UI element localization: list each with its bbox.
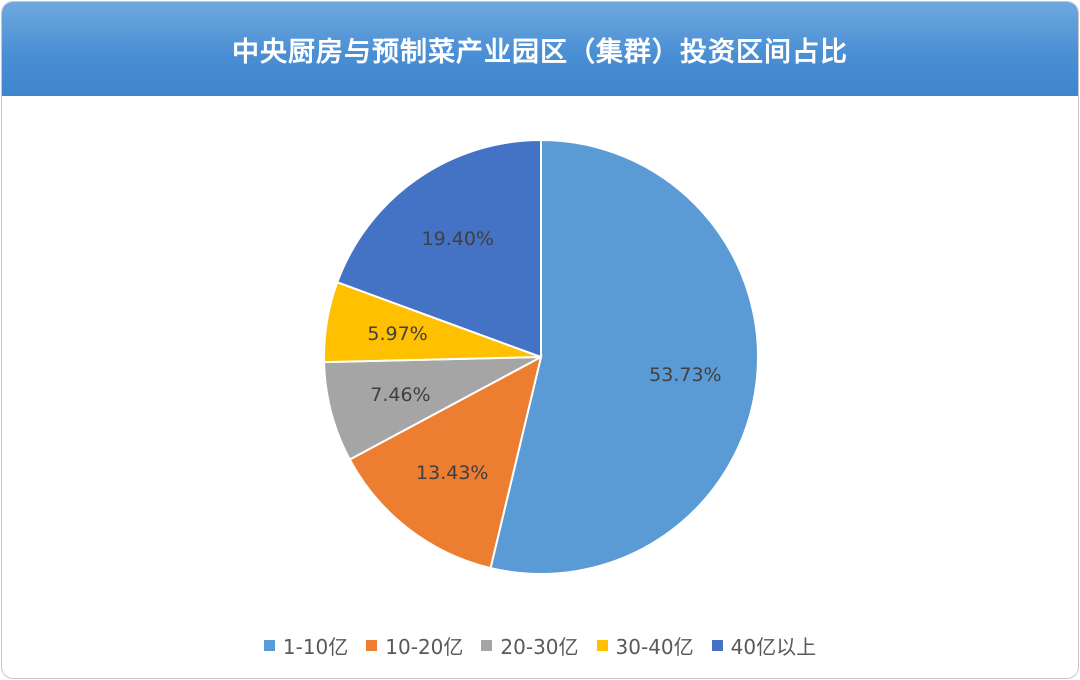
chart-title: 中央厨房与预制菜产业园区（集群）投资区间占比 xyxy=(232,36,848,68)
pie-slice-1 xyxy=(489,138,759,575)
chart-header: 中央厨房与预制菜产业园区（集群）投资区间占比 xyxy=(2,2,1078,96)
legend-swatch xyxy=(711,639,723,651)
legend-swatch xyxy=(263,639,275,651)
pie-slice-2 xyxy=(348,355,543,570)
data-label-4: 5.97% xyxy=(367,323,427,345)
legend-item-4: 30-40亿 xyxy=(596,631,694,660)
pie-slices xyxy=(323,138,759,575)
pie-labels: 53.73% 13.43% 7.46% 5.97% 19.40% xyxy=(367,228,721,484)
legend-swatch xyxy=(596,639,608,651)
data-label-3: 7.46% xyxy=(370,384,430,406)
legend-item-2: 10-20亿 xyxy=(366,631,463,660)
legend-swatch xyxy=(366,639,378,651)
data-label-5: 19.40% xyxy=(422,228,494,250)
legend-item-5: 40亿以上 xyxy=(711,631,817,660)
data-label-1: 53.73% xyxy=(649,364,721,386)
legend-label: 1-10亿 xyxy=(282,634,349,659)
legend-label: 10-20亿 xyxy=(385,634,464,659)
pie-slice-5 xyxy=(336,138,542,359)
legend-item-3: 20-30亿 xyxy=(481,631,579,660)
legend-label: 40亿以上 xyxy=(730,634,817,659)
data-label-2: 13.43% xyxy=(416,462,488,484)
pie-slice-3 xyxy=(323,356,542,461)
legend-label: 30-40亿 xyxy=(615,634,694,659)
legend-item-1: 1-10亿 xyxy=(263,631,349,660)
legend-label: 20-30亿 xyxy=(500,634,579,659)
chart-legend: 1-10亿 10-20亿 20-30亿 30-40亿 40亿以上 xyxy=(2,628,1078,662)
legend-swatch xyxy=(481,639,493,651)
